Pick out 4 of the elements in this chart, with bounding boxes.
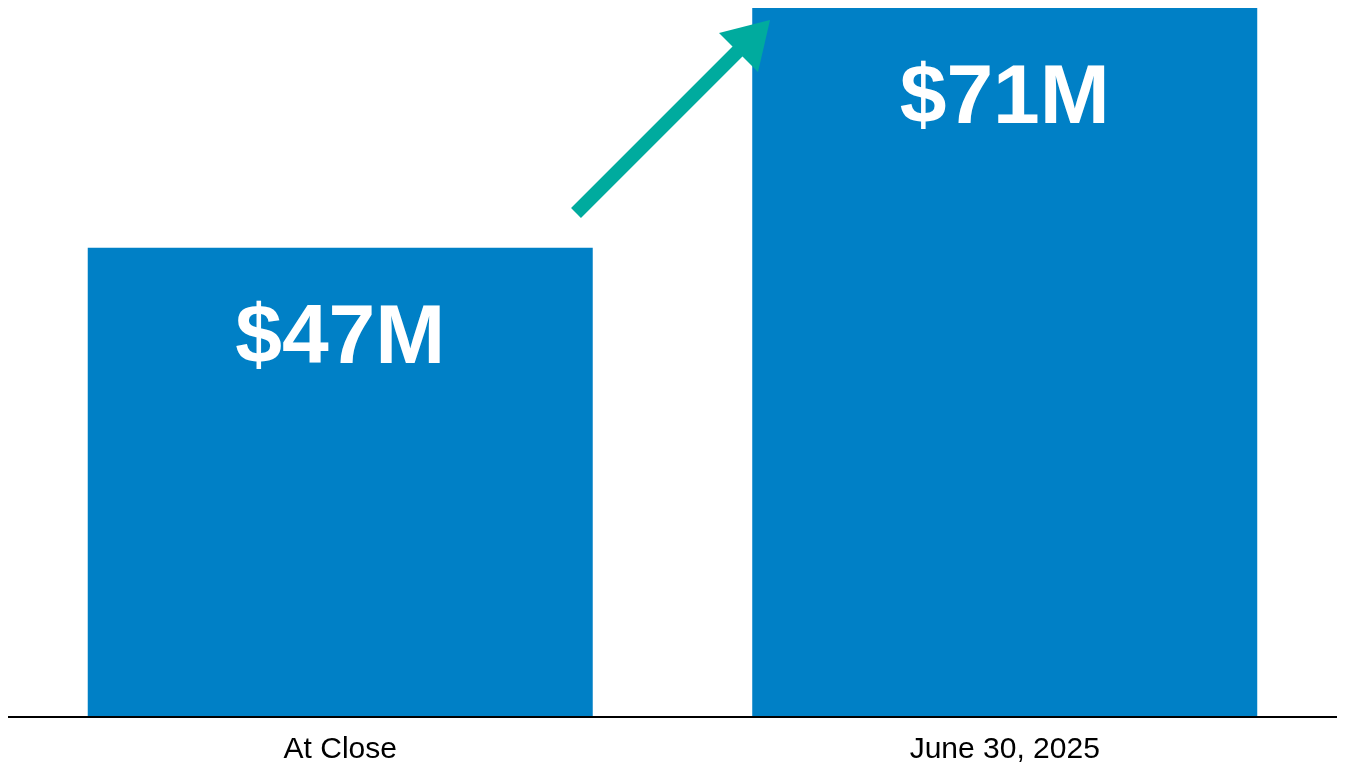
x-tick-label: At Close — [283, 731, 397, 765]
data-label: $47M — [235, 286, 446, 381]
x-tick-label: June 30, 2025 — [909, 731, 1100, 765]
data-label: $71M — [899, 47, 1110, 141]
